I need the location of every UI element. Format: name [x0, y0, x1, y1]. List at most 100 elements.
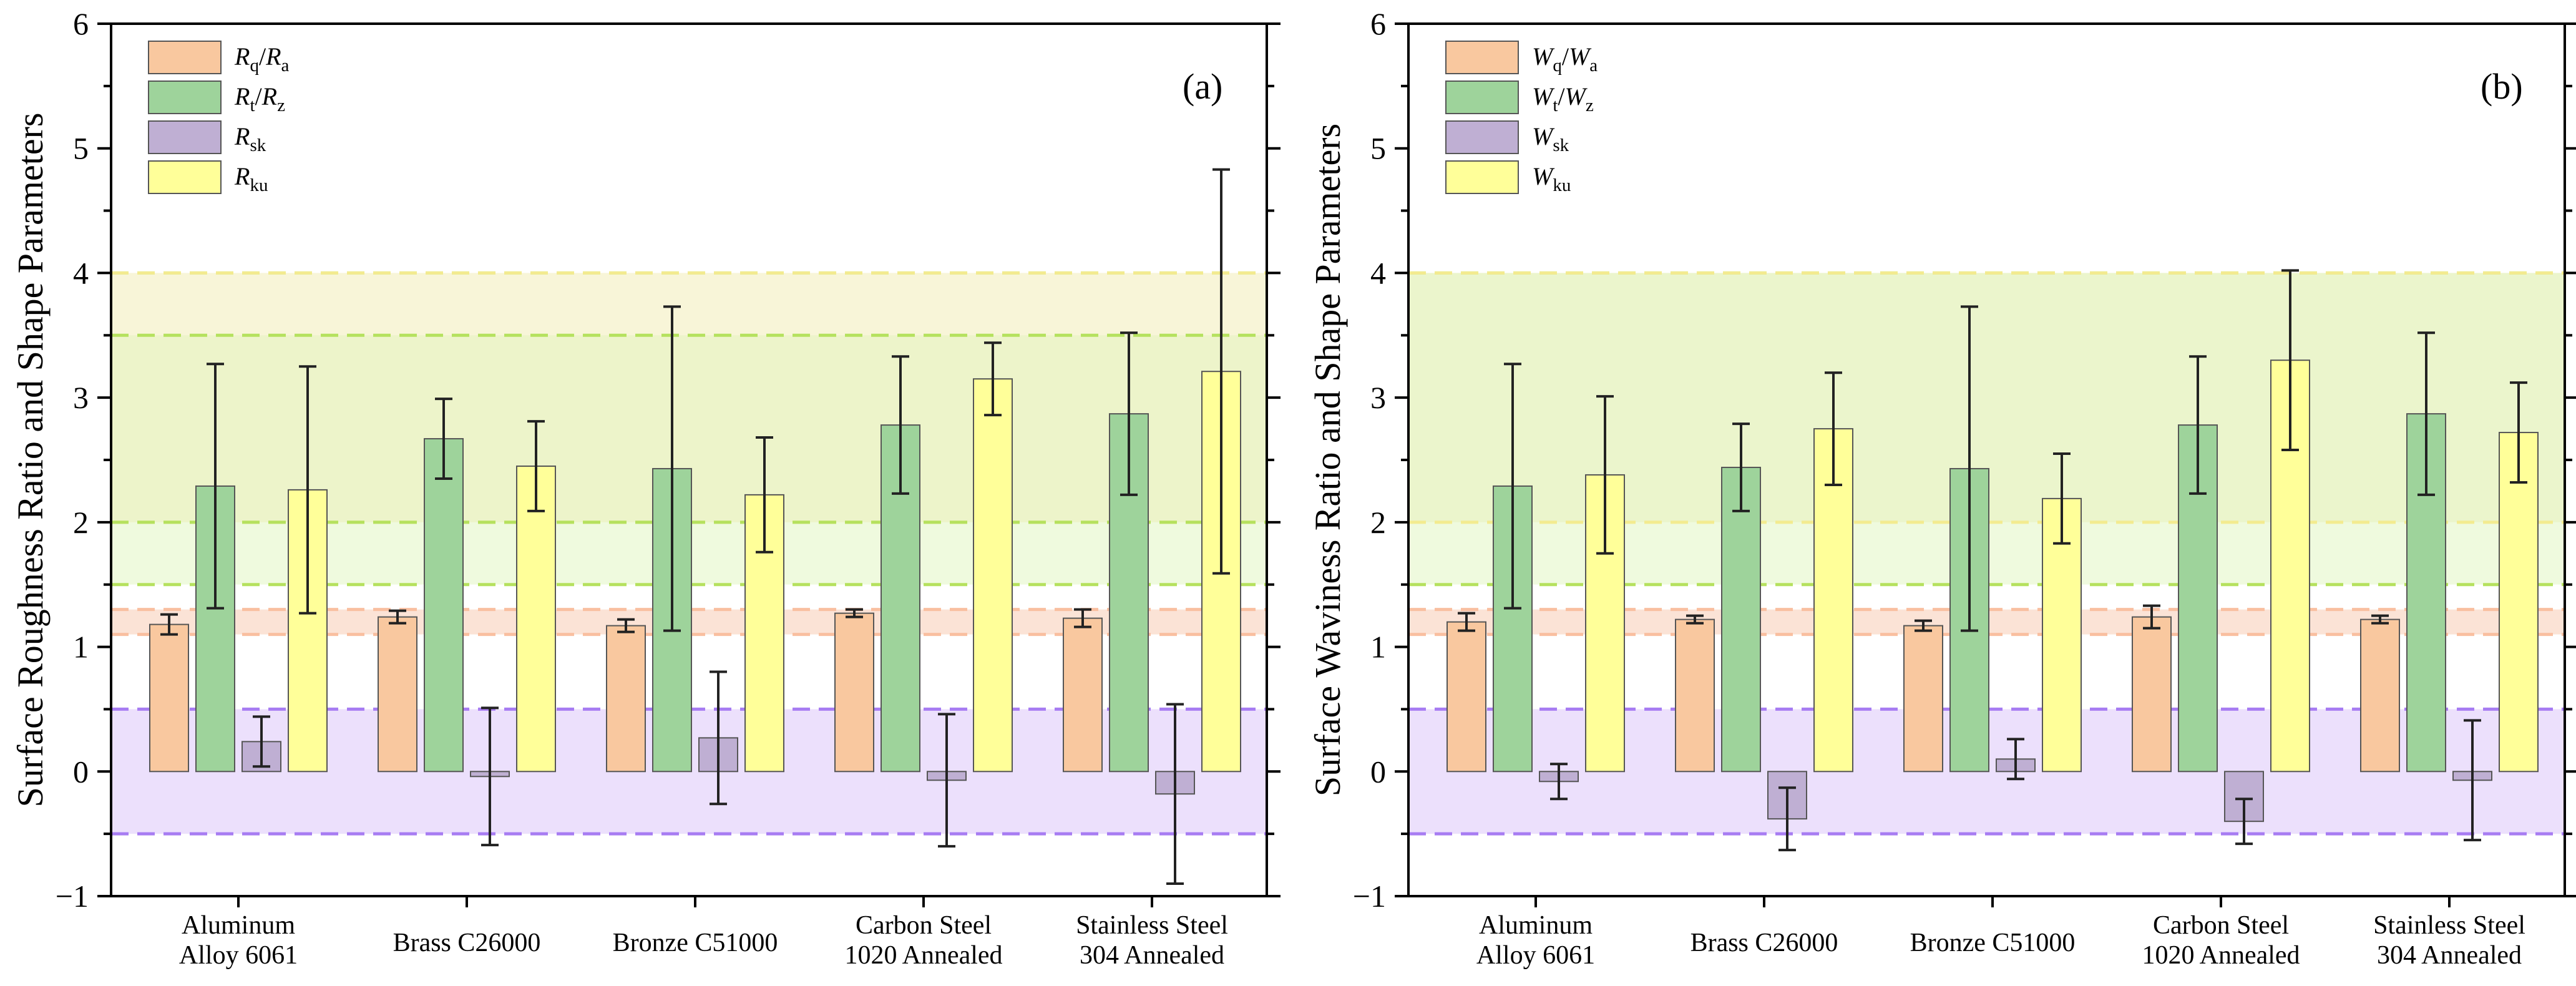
x-tick-label: Aluminum: [182, 911, 295, 940]
legend-label: Rsk​: [234, 122, 266, 155]
bar: [1063, 617, 1103, 773]
y-tick-label: −1: [56, 879, 89, 914]
x-tick-label: 304 Annealed: [2377, 941, 2522, 970]
legend-label: Wku​: [1532, 162, 1571, 195]
error-bar: [299, 365, 316, 615]
error-bar: [984, 341, 1002, 417]
legend-label: Wt​/Wz​: [1532, 82, 1594, 115]
legend: Wq​/Wa​ Wt​/Wz​ Wsk​ Wku​: [1445, 41, 1598, 195]
x-tick-label: Bronze C51000: [1910, 929, 2076, 957]
error-bar: [1778, 786, 1796, 852]
x-tick-label: Alloy 6061: [179, 941, 298, 970]
bar: [516, 465, 556, 773]
error-bar: [2371, 614, 2389, 625]
error-bar: [1074, 608, 1091, 628]
y-tick-label: 2: [1370, 505, 1386, 540]
error-bar: [1458, 612, 1475, 632]
legend-swatch: [1445, 81, 1519, 114]
y-tick-label: 3: [73, 380, 89, 415]
y-axis-title: Surface Roughness Ratio and Shape Parame…: [10, 113, 51, 808]
x-tick-label: Carbon Steel: [856, 911, 992, 940]
bar: [2499, 432, 2539, 773]
error-bar: [710, 670, 727, 806]
y-tick-label: 0: [73, 754, 89, 789]
legend-label: Rku​: [234, 162, 268, 195]
y-axis-title: Surface Waviness Ratio and Shape Paramet…: [1307, 124, 1348, 796]
error-bar: [1915, 619, 1932, 632]
bar: [1903, 625, 1943, 773]
legend-label: Rt​/Rz​: [234, 82, 285, 115]
error-bar: [2417, 331, 2435, 496]
x-tick-label: Stainless Steel: [2373, 911, 2525, 940]
legend-swatch: [148, 41, 222, 74]
y-tick-label: 1: [73, 630, 89, 665]
x-tick-label: Brass C26000: [1690, 929, 1838, 957]
panel-label: (a): [1183, 66, 1222, 107]
bar: [1675, 618, 1715, 773]
bar: [424, 438, 464, 773]
x-tick-label: Aluminum: [1479, 911, 1593, 940]
error-bar: [207, 363, 224, 610]
x-tick-label: Stainless Steel: [1076, 911, 1228, 940]
error-bar: [1732, 422, 1750, 512]
y-tick-label: 2: [73, 505, 89, 540]
error-bar: [2189, 355, 2207, 495]
legend-swatch: [148, 81, 222, 114]
error-bar: [846, 608, 863, 618]
error-bar: [481, 706, 499, 847]
error-bar: [1961, 305, 1978, 632]
error-bar: [1686, 614, 1704, 625]
error-bar: [2007, 738, 2024, 781]
bar: [606, 625, 646, 773]
error-bar: [527, 420, 545, 512]
legend-swatch: [148, 160, 222, 194]
error-bar: [1212, 168, 1230, 575]
y-tick-label: 5: [1370, 131, 1386, 166]
x-tick-label: Brass C26000: [393, 929, 541, 957]
bar: [1447, 621, 1486, 773]
error-bar: [892, 355, 909, 495]
y-tick-label: 1: [1370, 630, 1386, 665]
legend-swatch: [1445, 41, 1519, 74]
error-bar: [2143, 604, 2160, 630]
x-tick-label: 304 Annealed: [1080, 941, 1224, 970]
x-tick-label: 1020 Annealed: [2142, 941, 2300, 970]
x-tick-label: Bronze C51000: [613, 929, 778, 957]
bar: [834, 612, 874, 773]
error-bar: [253, 715, 270, 768]
y-tick-label: 4: [1370, 255, 1386, 290]
y-tick-label: −1: [1353, 879, 1386, 914]
legend-label: Rq​/Ra​: [234, 42, 290, 76]
y-tick-label: 0: [1370, 754, 1386, 789]
bar: [973, 378, 1013, 773]
error-bar: [1120, 331, 1138, 496]
y-tick-label: 3: [1370, 380, 1386, 415]
legend-label: Wq​/Wa​: [1532, 42, 1598, 76]
y-tick-label: 5: [73, 131, 89, 166]
error-bar: [663, 305, 681, 632]
bar: [149, 623, 189, 773]
error-bar: [2510, 381, 2527, 484]
y-tick-label: 6: [1370, 6, 1386, 41]
y-tick-label: 4: [73, 255, 89, 290]
error-bar: [1550, 763, 1568, 801]
error-bar: [938, 713, 955, 848]
error-bar: [617, 618, 635, 633]
x-tick-label: Alloy 6061: [1476, 941, 1595, 970]
bar: [2360, 618, 2400, 773]
error-bar: [160, 613, 178, 636]
error-bar: [756, 436, 773, 554]
error-bar: [2281, 269, 2299, 452]
error-bar: [1825, 371, 1842, 486]
legend: Rq​/Ra​ Rt​/Rz​ Rsk​ Rku​: [148, 41, 290, 195]
error-bar: [2464, 719, 2481, 842]
bar: [1721, 466, 1761, 773]
panel-label: (b): [2481, 66, 2523, 107]
error-bar: [1596, 395, 1614, 555]
y-tick-label: 6: [73, 6, 89, 41]
legend-swatch: [1445, 160, 1519, 194]
error-bar: [2053, 452, 2071, 545]
x-tick-label: 1020 Annealed: [844, 941, 1002, 970]
